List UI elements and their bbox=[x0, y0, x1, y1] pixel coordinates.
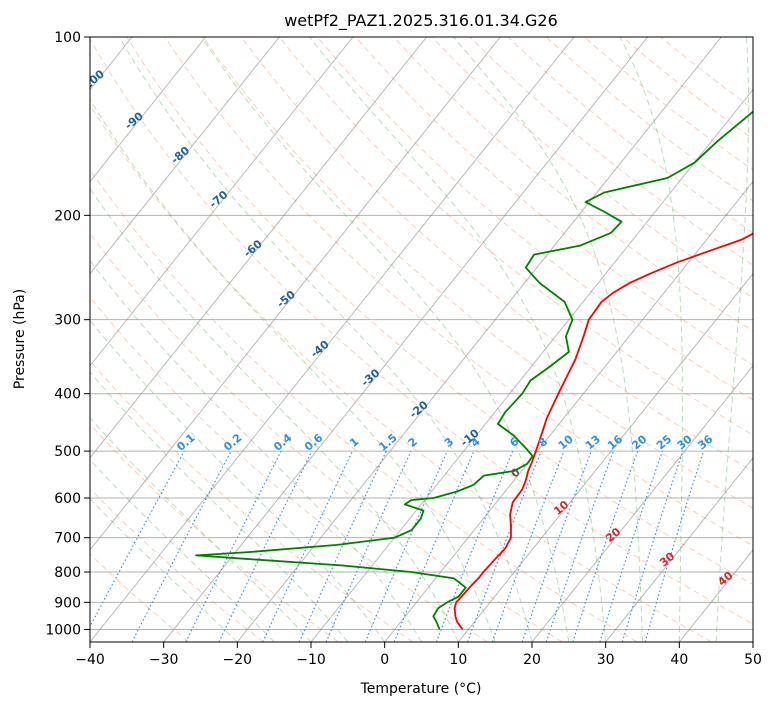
dry-adiabat-line bbox=[202, 37, 753, 509]
chart-title: wetPf2_PAZ1.2025.316.01.34.G26 bbox=[284, 11, 558, 31]
moist-adiabat-line bbox=[90, 319, 386, 642]
dry-adiabat-line bbox=[164, 37, 753, 547]
moist-adiabats bbox=[90, 37, 750, 642]
moist-adiabat-line bbox=[90, 459, 275, 642]
isotherm-line bbox=[457, 272, 753, 642]
x-tick-label: 50 bbox=[744, 652, 762, 668]
plot-frame bbox=[89, 36, 754, 643]
series-lines bbox=[195, 110, 753, 630]
mixing-ratio-line bbox=[435, 450, 514, 642]
y-axis: 1000 900 800 700 600 500 400 300 200 100 bbox=[45, 30, 90, 638]
x-tick-label: 20 bbox=[523, 652, 541, 668]
moist-adiabat-line bbox=[90, 187, 459, 642]
x-axis: −40 −30 −20 −10 0 10 20 30 40 50 bbox=[75, 642, 762, 668]
x-tick-label: 0 bbox=[380, 652, 389, 668]
mixing-ratio-line bbox=[545, 450, 614, 642]
dry-adiabats bbox=[90, 37, 753, 642]
dry-adiabat-line bbox=[90, 38, 753, 625]
moist-adiabat-line bbox=[453, 37, 643, 642]
dry-adiabat-line bbox=[90, 104, 712, 642]
mixing-ratio-line bbox=[621, 450, 684, 642]
dry-adiabat-line bbox=[90, 168, 638, 642]
moist-adiabat-line bbox=[90, 371, 349, 642]
isotherms bbox=[90, 37, 753, 642]
moist-adiabat-line bbox=[309, 37, 607, 642]
y-tick-label: 400 bbox=[54, 387, 81, 403]
mixing-ratio-line bbox=[521, 450, 592, 642]
x-tick-label: 10 bbox=[449, 652, 467, 668]
moist-adiabat-line bbox=[619, 37, 683, 642]
x-tick-label: −30 bbox=[149, 652, 179, 668]
mixing-ratio-line bbox=[572, 450, 639, 642]
dry-adiabat-line bbox=[90, 232, 563, 642]
mixing-ratio-line bbox=[466, 450, 542, 642]
dry-adiabat-line bbox=[355, 37, 753, 366]
dry-adiabat-line bbox=[90, 296, 488, 642]
dry-adiabat-line bbox=[90, 423, 339, 642]
isotherm-line bbox=[531, 364, 753, 642]
mixing-ratio-line bbox=[90, 450, 185, 628]
isotherm-line bbox=[90, 37, 280, 275]
y-tick-label: 100 bbox=[54, 30, 81, 46]
moist-adiabat-line bbox=[90, 498, 238, 642]
isotherm-line bbox=[90, 37, 501, 551]
temperature-profile-line bbox=[453, 232, 753, 630]
isotherm-line bbox=[163, 37, 649, 642]
x-tick-label: 40 bbox=[670, 652, 688, 668]
y-tick-label: 1000 bbox=[45, 622, 81, 638]
x-tick-label: −10 bbox=[296, 652, 326, 668]
y-axis-label: Pressure (hPa) bbox=[12, 289, 28, 389]
y-tick-label: 900 bbox=[54, 595, 81, 611]
y-tick-label: 600 bbox=[54, 491, 81, 507]
pressure-gridlines bbox=[90, 37, 753, 630]
mixing-ratio-line bbox=[364, 450, 448, 642]
y-tick-label: 800 bbox=[54, 565, 81, 581]
mixing-ratio-line bbox=[599, 450, 663, 642]
moist-adiabat-line bbox=[90, 98, 496, 642]
dry-adiabat-line bbox=[278, 37, 753, 436]
mixing-ratio-line bbox=[325, 450, 412, 642]
y-tick-label: 700 bbox=[54, 531, 81, 547]
moist-adiabat-line bbox=[715, 37, 750, 642]
isotherm-line bbox=[236, 37, 722, 642]
isotherm-line bbox=[605, 457, 753, 642]
dry-adiabat-line bbox=[126, 37, 753, 586]
x-axis-label: Temperature (°C) bbox=[360, 681, 482, 697]
mixing-ratio-line bbox=[185, 450, 282, 642]
x-tick-label: 30 bbox=[597, 652, 615, 668]
plot-area: -100-90-80-70-60-50-40-30-20-10010203040… bbox=[90, 37, 753, 642]
x-tick-label: −40 bbox=[75, 652, 105, 668]
moist-adiabat-line bbox=[118, 37, 533, 642]
mixing-ratio-line bbox=[491, 450, 565, 642]
moist-adiabat-line bbox=[201, 37, 570, 642]
dry-adiabat-line bbox=[90, 553, 190, 642]
dewpoint-profile-line bbox=[195, 110, 753, 630]
isotherm-line bbox=[384, 180, 753, 642]
moist-adiabat-line bbox=[90, 259, 422, 642]
y-tick-label: 200 bbox=[54, 208, 81, 224]
isotherm-line bbox=[90, 37, 207, 183]
dry-adiabat-line bbox=[317, 37, 753, 401]
isotherm-line bbox=[90, 37, 354, 367]
isotherm-line bbox=[310, 88, 753, 642]
isotherm-line bbox=[90, 37, 428, 459]
x-tick-label: −20 bbox=[223, 652, 253, 668]
dry-adiabat-line bbox=[393, 37, 753, 332]
isotherm-line bbox=[90, 37, 575, 642]
y-tick-label: 500 bbox=[54, 444, 81, 460]
y-tick-label: 300 bbox=[54, 313, 81, 329]
